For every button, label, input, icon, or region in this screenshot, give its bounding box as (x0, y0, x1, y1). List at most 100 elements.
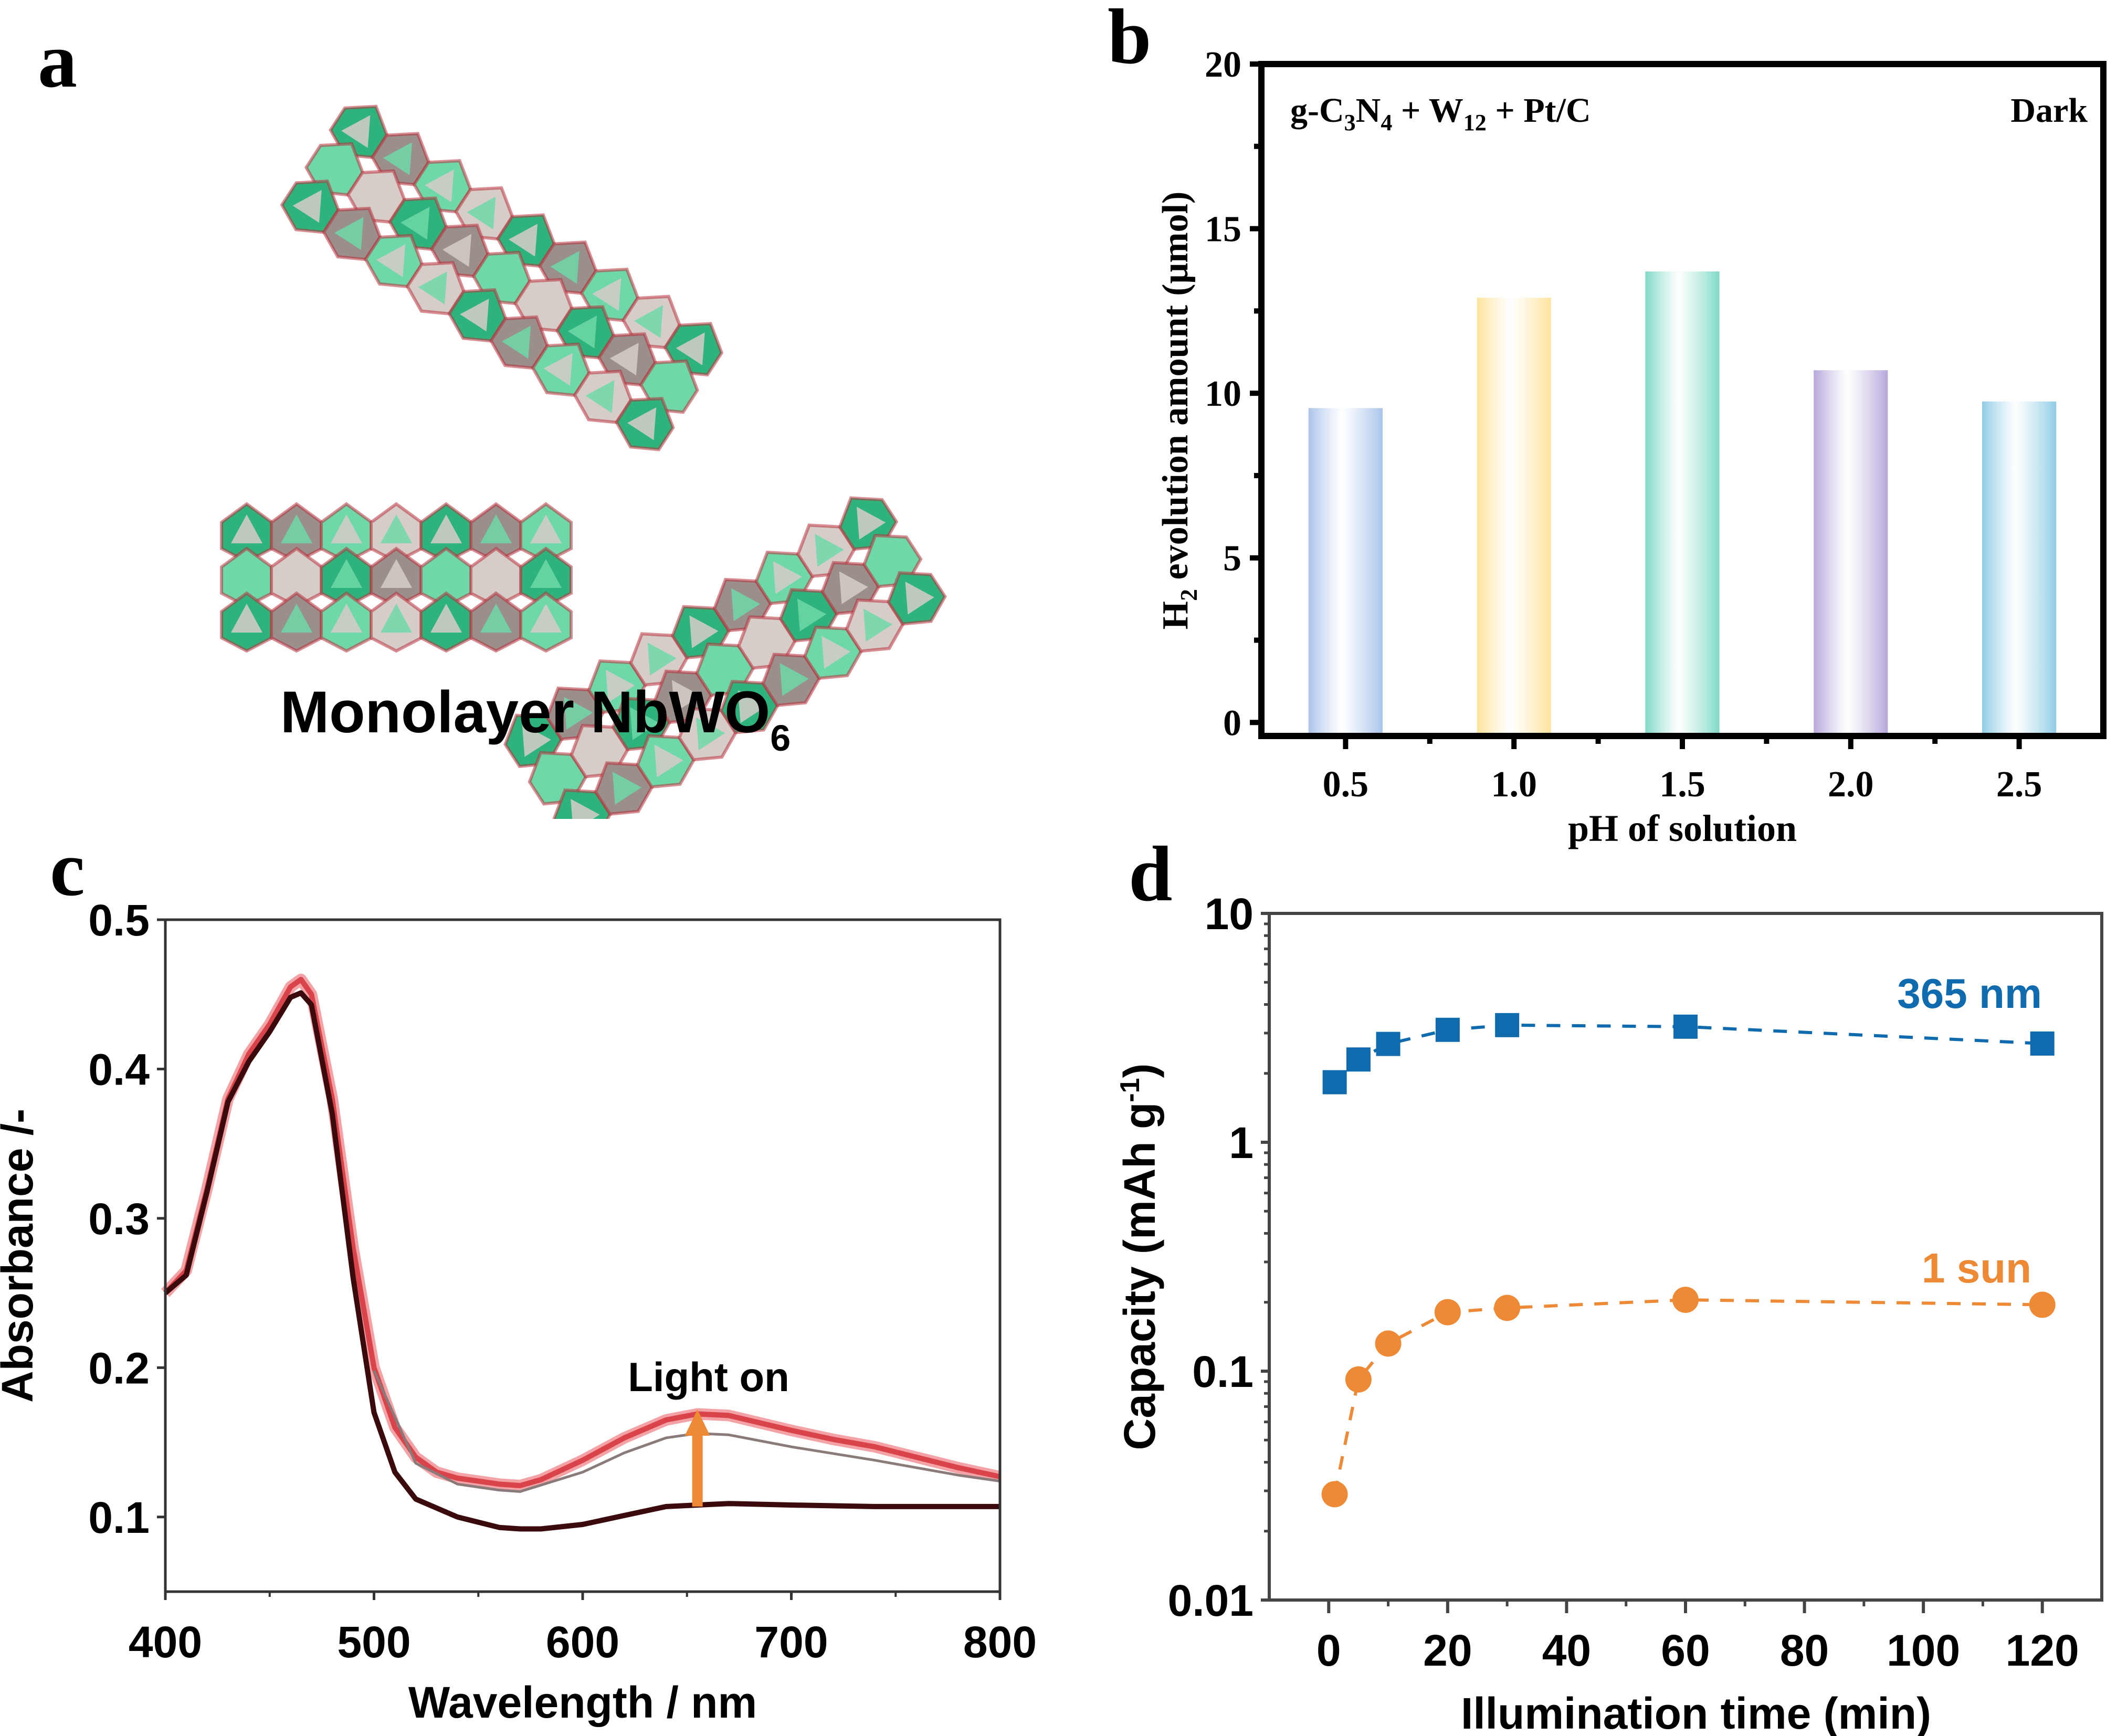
octahedron-face (564, 697, 593, 730)
octahedron-face (780, 663, 809, 696)
octahedron-face (425, 169, 454, 203)
chart-c: Light on 0.1 0.2 0.3 0.4 0.5 400 500 600 700 800 Wa… (0, 896, 1037, 1727)
marker-365nm (1322, 1070, 1347, 1095)
octahedron-face (502, 325, 531, 359)
octahedron-face (460, 298, 489, 332)
bar-2.5 (1982, 401, 2057, 734)
octahedron-face (281, 604, 312, 633)
y-tick-label: 0.5 (88, 896, 150, 945)
octahedron-face (755, 625, 785, 659)
octahedron-face (731, 588, 761, 622)
octahedron-face (543, 353, 573, 386)
octahedron-face (905, 582, 934, 615)
x-tick-label: 800 (963, 1617, 1037, 1667)
octahedron-face (592, 278, 622, 311)
marker-1sun (1434, 1299, 1461, 1325)
x-tick-label: 0.5 (1323, 764, 1369, 805)
x-tick-label: 400 (129, 1617, 202, 1667)
annotation-sub: 3 (1344, 110, 1356, 135)
y-tick-label: 0.3 (88, 1194, 150, 1244)
marker-1sun (1321, 1481, 1348, 1508)
octahedron-face (334, 217, 364, 250)
octahedron-face (231, 559, 262, 588)
octahedron-face (430, 559, 462, 588)
y-tick-label: 10 (1205, 889, 1254, 939)
octahedron-face (612, 772, 642, 805)
annotation-sub: 12 (1463, 110, 1487, 135)
y-tick-label: 0.4 (88, 1045, 150, 1094)
annotation-composition: g-C3N4 + W12 + Pt/C (1290, 91, 1591, 135)
series-line-1-sun (1333, 1298, 2042, 1495)
ribbon-middle (220, 502, 573, 653)
panel-c-letter: c (50, 825, 85, 912)
octahedron-face (231, 604, 262, 633)
marker-365nm (2030, 1031, 2055, 1056)
octahedron-face (480, 604, 512, 633)
annotation-dark: Dark (2010, 91, 2088, 130)
octahedron-face (654, 744, 683, 777)
octahedron-face (773, 561, 802, 594)
octahedron-face (376, 244, 406, 277)
octahedron-face (359, 180, 388, 213)
octahedron-face (571, 798, 600, 819)
marker-365nm (1346, 1047, 1371, 1072)
marker-365nm (1495, 1013, 1520, 1037)
series-light-on (163, 976, 1001, 1488)
marker-365nm (1376, 1032, 1400, 1056)
ribbon-top (280, 104, 724, 451)
octahedron-face (430, 604, 462, 633)
marker-1sun (1494, 1295, 1521, 1321)
ribbon-right (503, 496, 947, 819)
octahedron-face (738, 690, 767, 723)
octahedron-face (530, 604, 562, 633)
panel-b-letter: b (1108, 0, 1152, 80)
y-axis-label: Capacity (mAh g-1) (1115, 1063, 1164, 1450)
panel-a-letter: a (38, 17, 77, 104)
octahedron-face (863, 608, 893, 642)
octahedron-face (480, 559, 512, 588)
octahedron-face (442, 234, 472, 267)
octahedron-face (526, 288, 555, 321)
x-tick-label: 2.5 (1996, 764, 2042, 805)
marker-365nm (1435, 1017, 1460, 1042)
y-tick-label: 1 (1229, 1118, 1254, 1167)
octahedron-face (815, 534, 844, 567)
light-on-arrow-head (684, 1409, 710, 1436)
y-tick-label: 0.01 (1168, 1576, 1254, 1625)
octahedron-face (381, 559, 412, 588)
annotation-part: N (1356, 91, 1381, 130)
x-tick-label: 600 (546, 1617, 619, 1667)
octahedron-face (627, 407, 657, 440)
octahedron-face (676, 332, 705, 365)
panel-d-letter: d (1129, 830, 1173, 918)
octahedron-face (651, 370, 681, 403)
x-tick-label: 0 (1316, 1626, 1341, 1675)
x-axis-label: Illumination time (min) (1461, 1689, 1931, 1736)
octahedron-face (713, 653, 743, 686)
x-axis-label: pH of solution (1568, 807, 1797, 849)
octahedron-face (839, 571, 868, 604)
octahedron-face (522, 724, 551, 757)
octahedron-face (530, 559, 562, 588)
octahedron-face (331, 604, 362, 633)
y-axis-label: Absorbance /- (0, 1109, 42, 1403)
x-tick-label: 20 (1423, 1626, 1472, 1675)
x-axis-label: Wavelength / nm (408, 1678, 757, 1727)
x-tick-label: 40 (1542, 1626, 1591, 1675)
y-tick-label: 0.1 (88, 1493, 150, 1542)
octahedron-face (797, 598, 827, 632)
octahedron-face (381, 514, 412, 543)
annotation-light-on: Light on (628, 1354, 789, 1400)
octahedron-face (634, 305, 663, 339)
x-tick-label: 1.0 (1491, 764, 1537, 805)
y-label-main: Capacity (mAh g (1115, 1102, 1164, 1450)
y-label-end: ) (1115, 1063, 1164, 1078)
octahedron-face (630, 707, 659, 740)
octahedron-face (281, 559, 312, 588)
panel-a-structure: Monolayer NbWO6 (220, 104, 947, 819)
octahedron-face (381, 604, 412, 633)
octahedron-face (331, 559, 362, 588)
octahedron-face (317, 152, 346, 186)
x-tick-label: 100 (1887, 1626, 1960, 1675)
